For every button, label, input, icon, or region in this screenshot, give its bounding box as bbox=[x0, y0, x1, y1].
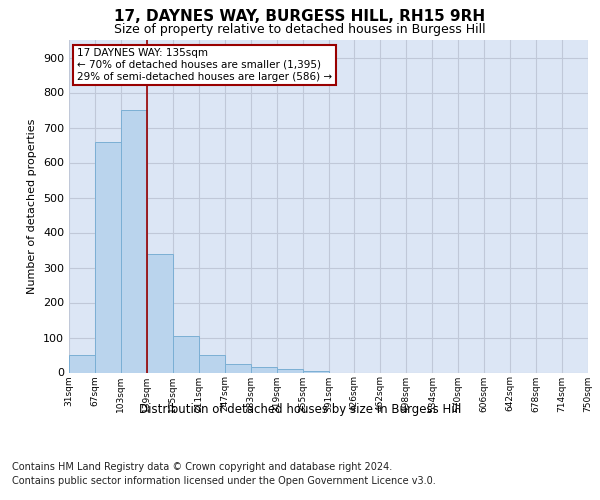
Text: Contains HM Land Registry data © Crown copyright and database right 2024.: Contains HM Land Registry data © Crown c… bbox=[12, 462, 392, 472]
Text: 17, DAYNES WAY, BURGESS HILL, RH15 9RH: 17, DAYNES WAY, BURGESS HILL, RH15 9RH bbox=[115, 9, 485, 24]
Bar bbox=[173, 336, 199, 372]
Text: Contains public sector information licensed under the Open Government Licence v3: Contains public sector information licen… bbox=[12, 476, 436, 486]
Text: 17 DAYNES WAY: 135sqm
← 70% of detached houses are smaller (1,395)
29% of semi-d: 17 DAYNES WAY: 135sqm ← 70% of detached … bbox=[77, 48, 332, 82]
Y-axis label: Number of detached properties: Number of detached properties bbox=[28, 118, 37, 294]
Bar bbox=[277, 369, 302, 372]
Bar bbox=[199, 355, 224, 372]
Bar bbox=[225, 364, 251, 372]
Bar bbox=[69, 355, 95, 372]
Bar bbox=[251, 367, 277, 372]
Bar bbox=[121, 110, 147, 372]
Bar bbox=[147, 254, 173, 372]
Text: Distribution of detached houses by size in Burgess Hill: Distribution of detached houses by size … bbox=[139, 402, 461, 415]
Text: Size of property relative to detached houses in Burgess Hill: Size of property relative to detached ho… bbox=[114, 22, 486, 36]
Bar bbox=[302, 371, 329, 372]
Bar bbox=[95, 142, 121, 372]
